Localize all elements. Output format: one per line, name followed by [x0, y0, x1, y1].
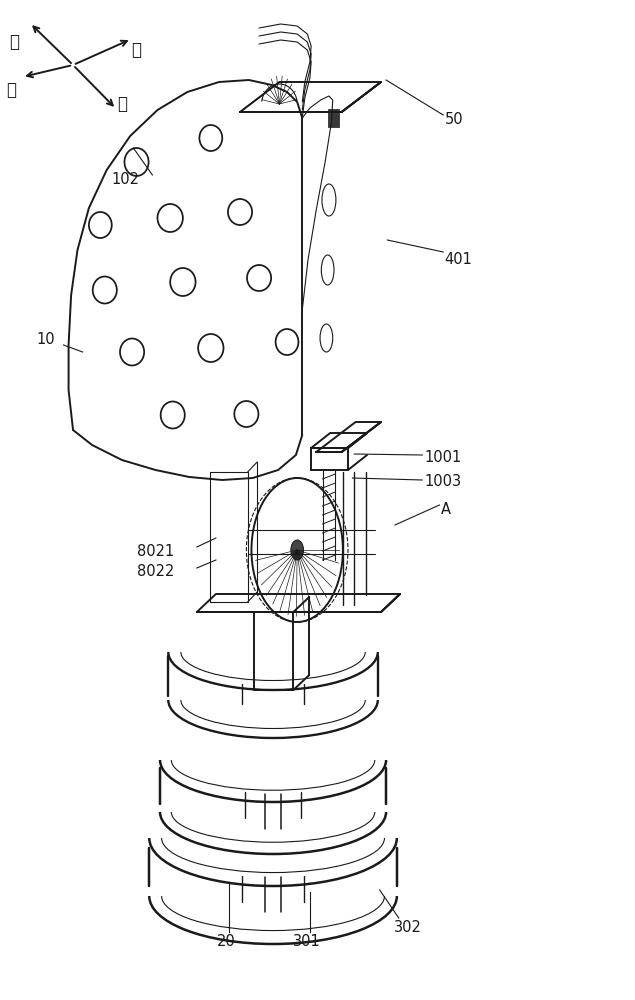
Text: 401: 401 — [444, 252, 472, 267]
Text: 8021: 8021 — [137, 544, 174, 560]
Text: 102: 102 — [111, 172, 139, 188]
Text: 301: 301 — [293, 934, 321, 950]
Text: 10: 10 — [37, 332, 55, 348]
Text: 右: 右 — [131, 41, 142, 59]
Bar — [328, 109, 339, 127]
Text: 1003: 1003 — [424, 475, 461, 489]
Text: A: A — [441, 502, 451, 518]
Text: 后: 后 — [117, 95, 127, 113]
Circle shape — [291, 540, 304, 560]
Text: 1001: 1001 — [424, 450, 462, 466]
Text: 前: 前 — [9, 33, 19, 51]
Text: 302: 302 — [394, 920, 422, 936]
Text: 左: 左 — [6, 81, 17, 99]
Text: 8022: 8022 — [137, 564, 174, 580]
Text: 50: 50 — [444, 112, 463, 127]
Text: 20: 20 — [217, 934, 236, 950]
